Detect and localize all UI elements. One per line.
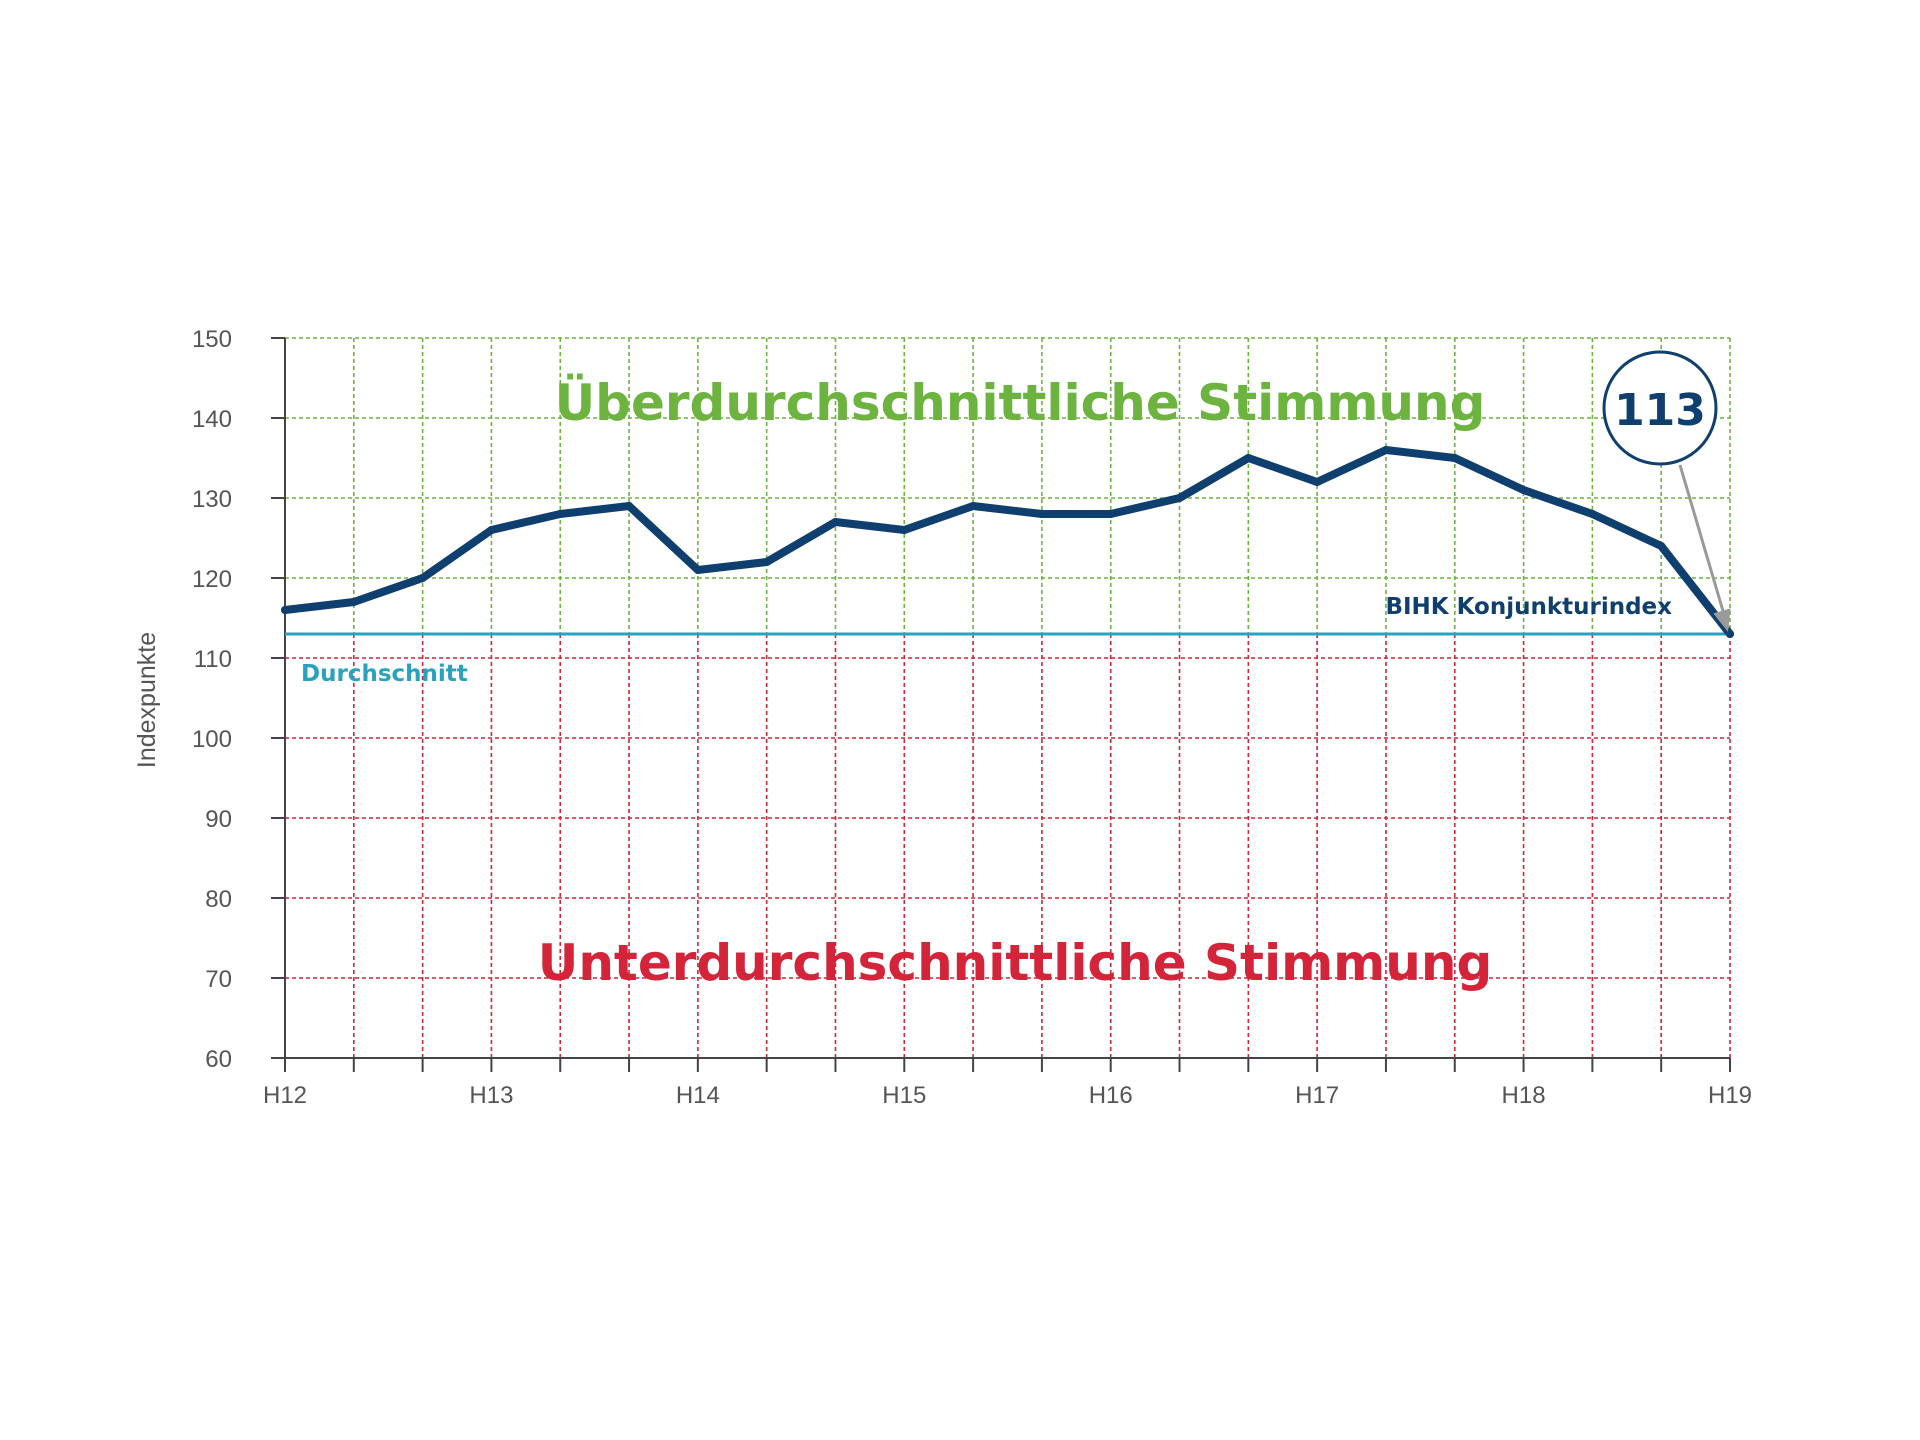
- data-point: [487, 526, 496, 534]
- x-tick-label: H18: [1502, 1082, 1546, 1109]
- data-point: [693, 566, 702, 574]
- grid: [285, 337, 1731, 1058]
- zone-label-below-average: Unterdurchschnittliche Stimmung: [538, 934, 1493, 992]
- data-point: [1106, 510, 1115, 518]
- data-point: [625, 502, 634, 510]
- y-tick-label: 100: [192, 726, 232, 753]
- y-tick-label: 140: [192, 406, 232, 433]
- average-label: Durchschnitt: [301, 661, 468, 687]
- x-tick-label: H17: [1295, 1082, 1339, 1109]
- y-tick-label: 110: [194, 646, 232, 673]
- x-tick-label: H14: [676, 1082, 720, 1109]
- data-point: [349, 598, 358, 606]
- y-tick-label: 70: [205, 966, 232, 993]
- y-tick-labels: 150 140 130 120 110 100 90 80 70 60: [192, 326, 232, 1073]
- x-tick-label: H16: [1089, 1082, 1133, 1109]
- callout-value: 113: [1614, 385, 1706, 436]
- data-point: [556, 510, 565, 518]
- data-point: [1381, 446, 1390, 454]
- data-point: [900, 526, 909, 534]
- data-point: [418, 574, 427, 582]
- series-layer: [281, 446, 1734, 638]
- y-axis-title: Indexpunkte: [133, 632, 161, 768]
- data-point: [1313, 478, 1322, 486]
- x-tick-labels: H12 H13 H14 H15 H16 H17 H18 H19: [263, 1082, 1752, 1109]
- y-tick-label: 150: [192, 326, 232, 353]
- y-tick-label: 80: [205, 886, 232, 913]
- x-tick-label: H12: [263, 1082, 307, 1109]
- x-tick-label: H15: [882, 1082, 926, 1109]
- y-tick-label: 130: [192, 486, 232, 513]
- x-tick-label: H19: [1708, 1082, 1752, 1109]
- series-line: [281, 446, 1734, 638]
- data-point: [1450, 454, 1459, 462]
- data-point: [1244, 454, 1253, 462]
- data-point: [1726, 630, 1734, 638]
- data-point: [1519, 486, 1528, 494]
- y-tick-label: 120: [192, 566, 232, 593]
- callout-circle: [1602, 350, 1718, 466]
- data-point: [831, 518, 840, 526]
- zone-label-above-average: Überdurchschnittliche Stimmung: [555, 373, 1486, 432]
- data-point: [969, 502, 978, 510]
- data-point: [1657, 542, 1666, 550]
- axes: [271, 337, 1731, 1072]
- data-point: [281, 606, 289, 614]
- x-tick-label: H13: [469, 1082, 513, 1109]
- data-point: [1175, 494, 1184, 502]
- data-point: [762, 558, 771, 566]
- callout-arrow: [1678, 464, 1730, 629]
- series-label: BIHK Konjunkturindex: [1385, 594, 1672, 620]
- data-point: [1588, 510, 1597, 518]
- callout-arrowhead: [1713, 608, 1731, 632]
- y-tick-label: 60: [205, 1046, 232, 1073]
- y-tick-label: 90: [205, 806, 232, 833]
- data-point: [1037, 510, 1046, 518]
